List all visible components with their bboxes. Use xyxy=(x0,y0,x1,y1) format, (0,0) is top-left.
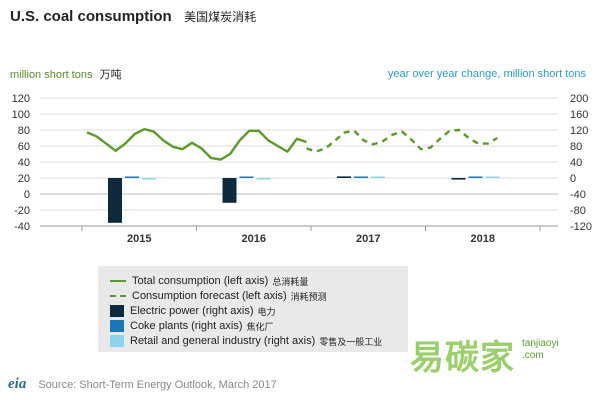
legend-swatch-electric xyxy=(110,305,124,317)
line-total-consumption xyxy=(86,127,307,161)
bar-electric xyxy=(222,178,237,203)
legend-cn-electric: 电力 xyxy=(257,307,276,318)
left-axis-unit-label: million short tons xyxy=(10,69,93,81)
legend-item-total: Total consumption (left axis) 总消耗量 xyxy=(110,274,308,288)
right-tick-label: -40 xyxy=(570,189,586,201)
bar-coke xyxy=(468,176,483,178)
bar-retail xyxy=(371,176,385,178)
legend-item-forecast: Consumption forecast (left axis) 消耗预测 xyxy=(110,289,327,303)
x-tick-label: 2016 xyxy=(242,233,266,245)
line-consumption-forecast xyxy=(306,128,498,153)
x-tick-label: 2015 xyxy=(127,233,151,245)
right-tick-label: -120 xyxy=(570,221,592,233)
bar-electric xyxy=(108,178,122,223)
legend-cn-retail: 零售及一般工业 xyxy=(319,337,383,348)
chart-title-cn: 美国煤炭消耗 xyxy=(184,10,257,24)
right-tick-label: 120 xyxy=(570,125,588,137)
bar-retail xyxy=(485,176,500,178)
legend-label-retail: Retail and general industry (right axis) xyxy=(130,335,316,347)
left-tick-label: 80 xyxy=(18,125,30,137)
right-tick-label: 80 xyxy=(570,141,582,153)
left-tick-label: -20 xyxy=(14,205,30,217)
right-tick-label: 160 xyxy=(570,109,588,121)
chart-title: U.S. coal consumption xyxy=(10,8,172,25)
legend-cn-total: 总消耗量 xyxy=(272,277,309,288)
right-axis-ticks: -120 -80 -40 0 40 80 120 160 200 xyxy=(570,93,592,233)
left-tick-label: 100 xyxy=(12,109,30,121)
watermark-url-line2: .com xyxy=(522,350,544,361)
source-note: Source: Short-Term Energy Outlook, March… xyxy=(38,378,277,391)
chart-title-row: U.S. coal consumption 美国煤炭消耗 xyxy=(10,8,256,26)
legend-swatch-forecast xyxy=(110,295,126,297)
bar-retail xyxy=(256,178,271,180)
legend-label-forecast: Consumption forecast (left axis) xyxy=(132,290,287,302)
right-tick-label: 40 xyxy=(570,157,582,169)
bar-electric xyxy=(337,176,351,178)
right-tick-label: 200 xyxy=(570,93,588,105)
right-axis-unit: year over year change, million short ton… xyxy=(387,68,586,80)
x-tick-label: 2017 xyxy=(356,233,380,245)
bar-coke xyxy=(239,176,254,178)
bar-coke xyxy=(354,176,368,178)
legend-swatch-retail xyxy=(110,335,124,347)
footer: eia Source: Short-Term Energy Outlook, M… xyxy=(8,376,277,393)
watermark-text: 易碳家 xyxy=(410,338,515,378)
legend-item-retail: Retail and general industry (right axis)… xyxy=(110,334,382,348)
bar-retail xyxy=(142,178,156,180)
legend-cn-coke: 焦化厂 xyxy=(246,322,274,333)
watermark-url: tanjiaoyi .com xyxy=(522,338,559,362)
left-tick-label: 20 xyxy=(18,173,30,185)
left-tick-label: 40 xyxy=(18,157,30,169)
legend-item-electric: Electric power (right axis) 电力 xyxy=(110,304,276,318)
left-axis-unit-cn: 万吨 xyxy=(99,68,122,81)
legend: Total consumption (left axis) 总消耗量 Consu… xyxy=(98,266,408,352)
legend-label-electric: Electric power (right axis) xyxy=(130,305,254,317)
right-tick-label: -80 xyxy=(570,205,586,217)
left-tick-label: 120 xyxy=(12,93,30,105)
legend-label-coke: Coke plants (right axis) xyxy=(130,320,243,332)
legend-item-coke: Coke plants (right axis) 焦化厂 xyxy=(110,319,274,333)
bar-coke xyxy=(125,176,139,178)
watermark-url-line1: tanjiaoyi xyxy=(522,338,559,349)
left-tick-label: 0 xyxy=(24,189,30,201)
bar-electric xyxy=(451,178,466,180)
bars xyxy=(108,176,500,223)
eia-logo: eia xyxy=(8,376,27,392)
legend-label-total: Total consumption (left axis) xyxy=(132,275,269,287)
legend-swatch-coke xyxy=(110,320,124,332)
legend-cn-forecast: 消耗预测 xyxy=(290,292,327,303)
legend-swatch-total xyxy=(110,280,126,282)
left-axis-unit: million short tons 万吨 xyxy=(10,66,122,82)
left-tick-label: 60 xyxy=(18,141,30,153)
x-axis: 2015 2016 2017 2018 xyxy=(40,225,558,245)
right-tick-label: 0 xyxy=(570,173,576,185)
lines xyxy=(86,127,498,161)
left-tick-label: -40 xyxy=(14,221,30,233)
coal-consumption-chart: -40 -20 0 20 40 60 80 100 120 -120 -80 -40 0 40 80 120… xyxy=(12,93,592,245)
left-axis-ticks: -40 -20 0 20 40 60 80 100 120 xyxy=(12,93,30,233)
watermark: 易碳家 tanjiaoyi .com xyxy=(410,330,559,379)
x-tick-label: 2018 xyxy=(471,233,495,245)
